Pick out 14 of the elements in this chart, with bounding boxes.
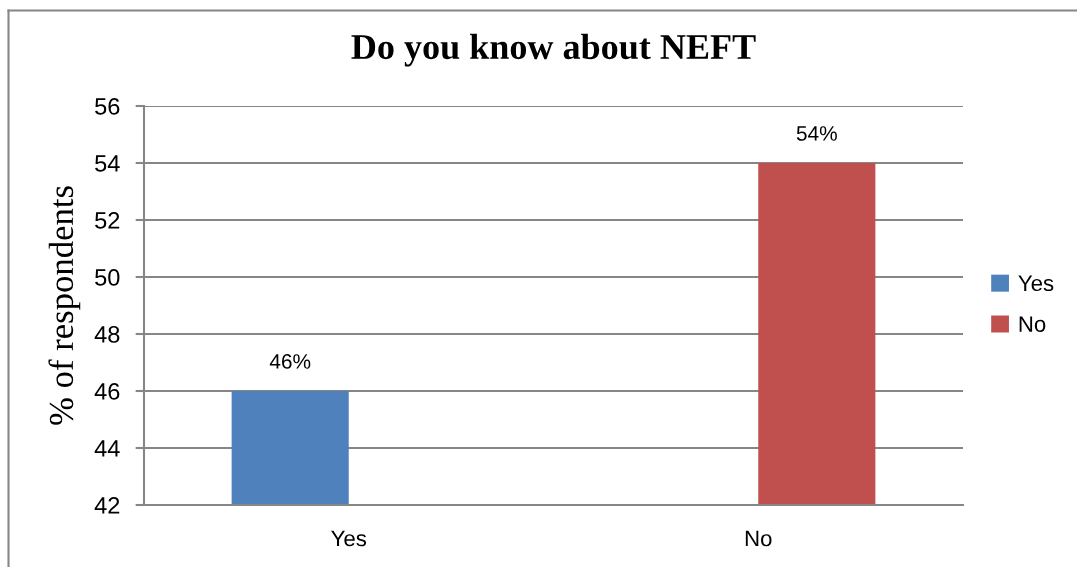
chart-title: Do you know about NEFT bbox=[351, 33, 756, 67]
y-tick-label: 46 bbox=[94, 383, 120, 400]
y-tick-label: 44 bbox=[94, 440, 120, 457]
legend-label: No bbox=[1019, 316, 1046, 332]
y-tick-label: 56 bbox=[95, 98, 120, 115]
y-tick-label: 42 bbox=[94, 497, 120, 514]
y-tick-label: 50 bbox=[95, 269, 120, 286]
data-label: 54% bbox=[796, 126, 837, 141]
y-tick-label: 52 bbox=[95, 212, 120, 229]
legend-label: Yes bbox=[1018, 275, 1054, 292]
y-axis-title: % of respondents bbox=[48, 186, 81, 425]
data-label: 46% bbox=[269, 354, 311, 369]
y-tick-label: 54 bbox=[95, 155, 120, 172]
y-tick-label: 48 bbox=[94, 326, 120, 343]
